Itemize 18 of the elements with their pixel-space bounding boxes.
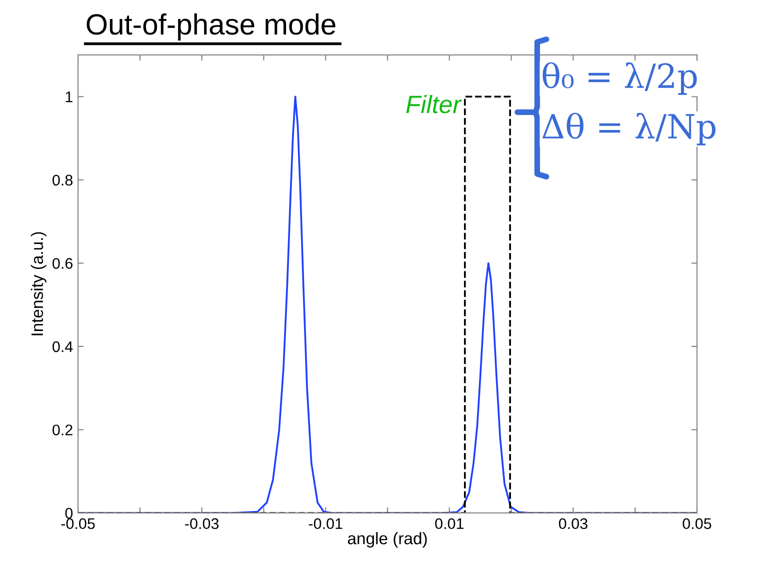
annotation: θ₀ = λ/2p (542, 62, 697, 95)
x-tick-label: -0.03 (185, 518, 219, 530)
y-tick-label: 1 (66, 92, 72, 102)
x-tick-label: -0.05 (61, 518, 95, 530)
annotation: Δθ = λ/Np (542, 112, 716, 146)
x-tick-label: -0.01 (308, 518, 342, 530)
x-axis-title: angle (rad) (348, 532, 427, 548)
x-tick-label: 0.03 (558, 518, 588, 530)
y-tick-label: 0 (65, 508, 73, 519)
chart-title: Out-of-phase mode (86, 13, 336, 41)
y-tick-label: 0.4 (52, 341, 73, 352)
x-tick-label: 0.05 (682, 518, 712, 530)
y-tick-label: 0.6 (52, 258, 72, 269)
y-tick-label: 0.2 (52, 424, 72, 436)
x-tick-label: 0.01 (435, 518, 464, 530)
y-tick-label: 0.8 (52, 174, 73, 186)
y-axis-title: Intensity (a.u.) (30, 232, 46, 336)
annotation: Filter (406, 94, 462, 114)
